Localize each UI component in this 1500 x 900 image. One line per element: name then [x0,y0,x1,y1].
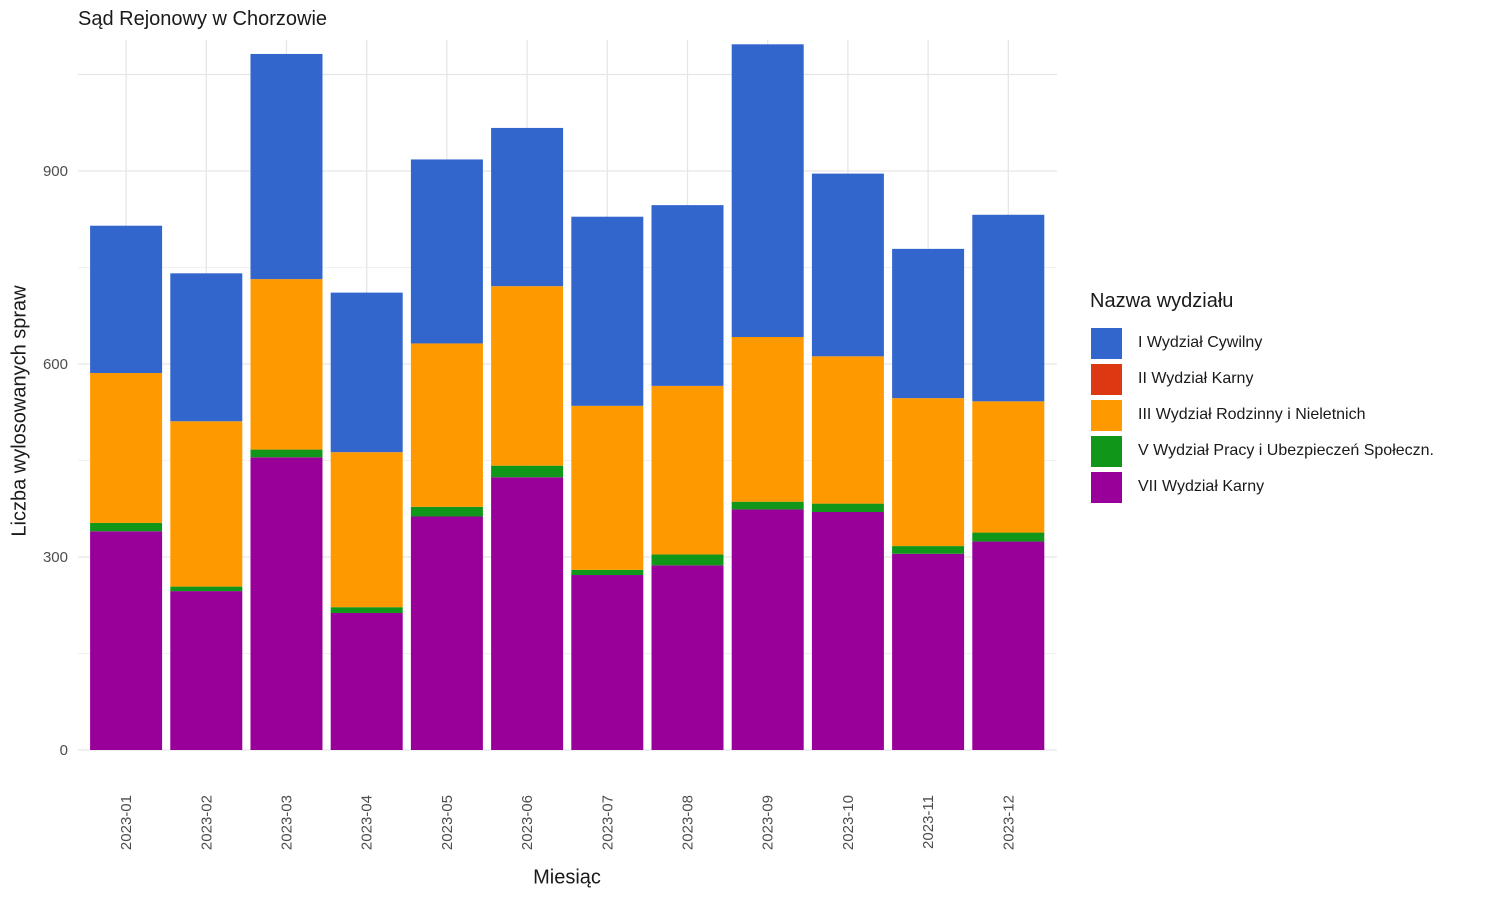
x-tick-label: 2023-02 [198,795,215,850]
bar-segment [892,546,965,554]
bar-segment [330,607,403,613]
bar-segment [651,385,724,555]
bar-segment [731,501,804,510]
bar-segment [731,44,804,338]
bar-segment [410,159,483,344]
bar-segment [571,569,644,576]
bar-segment [571,405,644,570]
bar-segment [651,565,724,750]
x-tick-label: 2023-03 [279,795,296,850]
bar-segment [90,225,163,374]
legend-swatch [1090,470,1123,504]
bar-segment [972,401,1045,533]
legend-swatch [1090,398,1123,432]
bar-segment [491,127,564,287]
bar-segment [250,279,323,450]
bar-segment [410,516,483,750]
bar-segment [250,53,323,280]
bar-segment [972,541,1045,750]
bar-segment [651,205,724,386]
x-tick-label: 2023-09 [760,795,777,850]
x-tick-label: 2023-11 [920,795,937,849]
bar-segment [410,506,483,517]
bar-segment [491,477,564,750]
x-tick-label: 2023-08 [680,795,697,850]
legend-item: II Wydział Karny [1090,361,1434,397]
legend: Nazwa wydziału I Wydział Cywilny II Wydzi… [1090,290,1434,505]
bar-segment [651,554,724,566]
bar-segment [892,553,965,750]
bar-segment [90,373,163,523]
bar-segment [811,503,884,512]
bar-segment [170,273,243,422]
legend-label: VII Wydział Karny [1138,478,1265,495]
y-tick-label: 0 [60,742,68,759]
bar-segment [972,214,1045,402]
bar-segment [491,286,564,466]
bar-segment [571,216,644,406]
legend-swatch [1090,434,1123,468]
chart-title: Sąd Rejonowy w Chorzowie [78,8,328,30]
x-tick-label: 2023-05 [439,795,456,850]
bar-segment [571,575,644,750]
bar-segment [330,612,403,750]
y-tick-label: 300 [43,549,68,566]
x-axis-ticks: 2023-01 2023-02 2023-03 2023-04 2023-05 2023-… [118,795,1017,850]
bar-segment [731,509,804,750]
x-tick-label: 2023-06 [519,795,536,850]
bar-segment [90,522,163,532]
bar-segment [892,398,965,547]
bar-segment [811,173,884,357]
bar-segment [330,292,403,453]
x-tick-label: 2023-04 [359,795,376,850]
legend-label: II Wydział Karny [1138,370,1254,387]
y-axis-label: Liczba wylosowanych spraw [8,285,31,537]
bar-segment [731,337,804,502]
bar-segment [410,343,483,507]
legend-swatch [1090,326,1123,360]
legend-item: III Wydział Rodzinny i Nieletnich [1090,397,1434,433]
bar-segment [330,452,403,608]
bar-segment [892,248,965,399]
bar-segment [170,586,243,592]
bar-segment [170,421,243,587]
y-tick-label: 600 [43,356,68,373]
bar-segment [90,531,163,750]
legend-swatch [1090,362,1123,396]
bar-segment [811,511,884,750]
x-tick-label: 2023-12 [1000,795,1017,850]
bar-segment [811,356,884,504]
bar-segment [250,457,323,750]
legend-item: V Wydział Pracy i Ubezpieczeń Społeczn. [1090,433,1434,469]
x-axis-label: Miesiąc [533,866,601,889]
bars [90,44,1045,750]
bar-segment [491,465,564,478]
legend-label: V Wydział Pracy i Ubezpieczeń Społeczn. [1138,442,1434,459]
legend-item: I Wydział Cywilny [1090,325,1434,361]
legend-title: Nazwa wydziału [1090,290,1234,312]
y-axis-ticks: 0 300 600 900 [43,163,68,759]
legend-label: I Wydział Cywilny [1138,334,1263,351]
bar-segment [250,449,323,458]
legend-label: III Wydział Rodzinny i Nieletnich [1138,406,1366,423]
legend-item: VII Wydział Karny [1090,469,1434,505]
legend-items: I Wydział Cywilny II Wydział Karny III Wyd… [1090,325,1434,505]
y-tick-label: 900 [43,163,68,180]
x-tick-label: 2023-10 [840,795,857,850]
bar-segment [972,532,1045,542]
x-tick-label: 2023-07 [599,795,616,850]
bar-segment [170,591,243,750]
x-tick-label: 2023-01 [118,795,135,850]
